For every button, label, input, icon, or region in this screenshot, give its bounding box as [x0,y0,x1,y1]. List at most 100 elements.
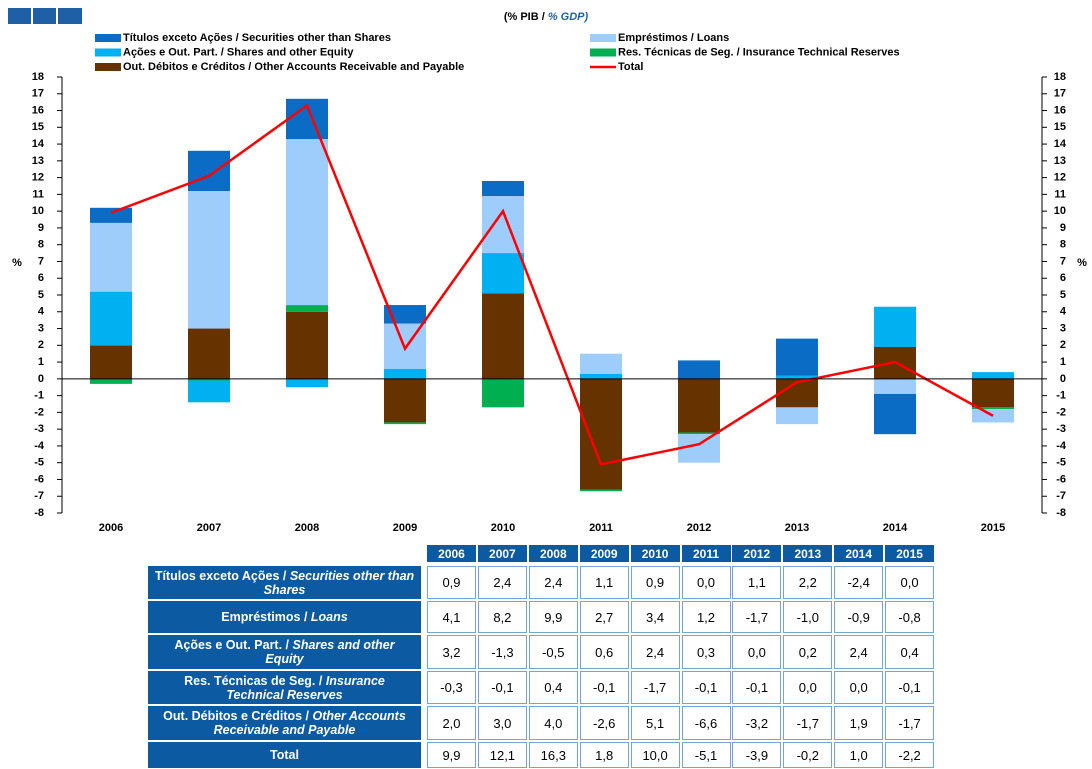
bar-segment [188,150,230,192]
x-tick-label: 2008 [295,522,319,534]
bar-segment [188,380,230,403]
y2-tick-label: 9 [1060,222,1066,234]
table-year-header: 2012 [732,545,782,562]
bar-segment [384,305,426,324]
table-value: -1,3 [477,635,527,669]
y2-tick-label: 5 [1060,289,1066,301]
bar-segment [90,222,132,292]
bar-segment [874,378,916,394]
y-tick-label: 8 [38,239,44,251]
y-tick-label: 14 [32,138,45,150]
table-value: 1,8 [579,742,629,768]
y-tick-label: 13 [32,155,44,167]
y-tick-label: 9 [38,222,44,234]
table-value: -6,6 [681,706,731,740]
y-tick-label: 4 [38,306,45,318]
y2-tick-label: 18 [1054,71,1066,83]
y-tick-label: 16 [32,104,44,116]
y-tick-label: -2 [34,406,44,418]
y2-tick-label: 15 [1054,121,1066,133]
table-value: 3,2 [427,635,476,669]
y2-tick-label: 10 [1054,205,1066,217]
logo-block [8,8,31,24]
y-tick-label: 1 [38,356,44,368]
table-row-label: Out. Débitos e Créditos / Other Accounts… [148,706,421,740]
y-tick-label: 2 [38,339,44,351]
table-value: -0,1 [579,671,629,704]
table-value: 0,4 [528,671,578,704]
table-value: 0,0 [681,566,731,599]
table-value: -1,7 [630,671,680,704]
y-tick-label: 18 [32,71,44,83]
y2-tick-label: 17 [1054,88,1066,100]
table-year-header: 2014 [834,545,884,562]
bar-segment [286,305,328,312]
table-value: -1,7 [885,706,935,740]
table-value: 2,7 [579,601,629,633]
bar-segment [482,253,524,294]
table-value: -0,1 [885,671,935,704]
table-row-label: Títulos exceto Ações / Securities other … [148,566,421,599]
y2-tick-label: 8 [1060,239,1066,251]
table-value: 0,0 [834,671,884,704]
y-tick-label: 5 [38,289,44,301]
bar-segment [776,338,818,376]
table-value: -0,1 [477,671,527,704]
table-value: 8,2 [477,601,527,633]
y-tick-label: 12 [32,172,44,184]
table-value: 1,1 [579,566,629,599]
table-row-label: Res. Técnicas de Seg. / Insurance Techni… [148,671,421,704]
y2-axis-label: % [1077,257,1087,269]
bar-segment [286,139,328,306]
table-value: 0,3 [681,635,731,669]
table-value: 2,2 [783,566,833,599]
legend-swatch [590,34,616,42]
table-value: 4,0 [528,706,578,740]
table-value: 9,9 [427,742,476,768]
table-value: 0,0 [885,566,935,599]
bar-segment [384,422,426,425]
table-value: 0,9 [427,566,476,599]
legend-swatch [590,48,616,57]
table-value: 1,2 [681,601,731,633]
table-year-header: 2010 [630,545,680,562]
table-value: -0,1 [732,671,782,704]
bar-segment [90,207,132,223]
y-tick-label: 15 [32,121,44,133]
table-value: -2,4 [834,566,884,599]
bar-segment [188,191,230,329]
y-axis-label: % [12,257,22,269]
y2-tick-label: 0 [1060,373,1066,385]
total-line [110,103,994,466]
bar-segment [580,353,622,374]
table-value: 3,4 [630,601,680,633]
table-value: 1,9 [834,706,884,740]
legend-swatch [95,63,121,71]
table-value: 0,6 [579,635,629,669]
y-tick-label: 17 [32,88,44,100]
y2-tick-label: 2 [1060,339,1066,351]
table-value: -3,2 [732,706,782,740]
bar-segment [874,306,916,347]
table-row-label: Ações e Out. Part. / Shares and other Eq… [148,635,421,669]
y-tick-label: 0 [38,373,44,385]
bar-segment [188,378,230,381]
x-tick-label: 2014 [883,522,908,534]
bar-segment [678,378,720,433]
x-tick-label: 2012 [687,522,711,534]
y-tick-label: 7 [38,255,44,267]
y2-tick-label: 12 [1054,172,1066,184]
y2-tick-label: -3 [1056,423,1066,435]
logo-block [33,8,56,24]
bar-segment [972,407,1014,410]
x-tick-label: 2009 [393,522,417,534]
bar-segment [972,378,1014,408]
y-tick-label: -8 [34,507,44,519]
x-tick-label: 2013 [785,522,809,534]
y2-tick-label: 7 [1060,255,1066,267]
bar-segment [90,291,132,346]
y2-tick-label: -2 [1056,406,1066,418]
y2-tick-label: -8 [1056,507,1066,519]
table-value: 2,4 [630,635,680,669]
y2-tick-label: 16 [1054,104,1066,116]
